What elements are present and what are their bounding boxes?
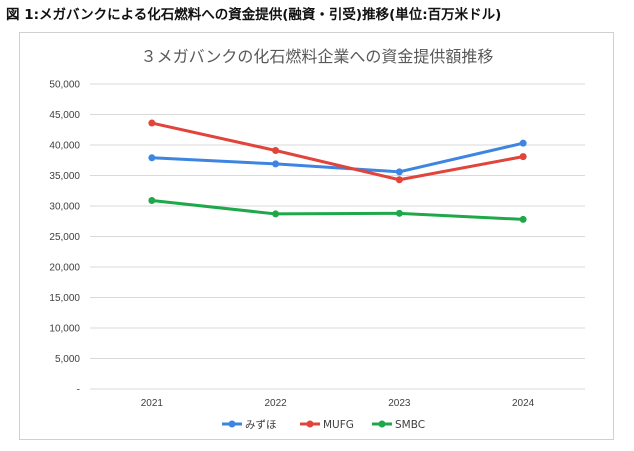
x-tick-label: 2021	[141, 398, 164, 409]
series-lines	[148, 119, 527, 223]
y-tick-label: 35,000	[49, 171, 80, 182]
chart-title: ３メガバンクの化石燃料企業への資金提供額推移	[141, 47, 494, 66]
data-point	[395, 209, 403, 217]
data-point	[272, 210, 280, 218]
series-line	[150, 199, 525, 221]
figure-caption: 図 1:メガバンクによる化石燃料への資金提供(融資・引受)推移(単位:百万米ドル…	[6, 7, 502, 23]
data-point	[519, 215, 527, 223]
data-point	[519, 139, 527, 147]
y-tick-label: 10,000	[49, 324, 80, 335]
data-point	[395, 176, 403, 184]
x-tick-label: 2024	[512, 398, 535, 409]
data-point	[519, 153, 527, 161]
data-point	[272, 160, 280, 168]
series-line	[150, 141, 525, 174]
data-point	[148, 154, 156, 162]
y-tick-label: 15,000	[49, 293, 80, 304]
legend-swatch-marker	[378, 420, 386, 428]
y-tick-label: 30,000	[49, 202, 80, 213]
legend-swatch-marker	[228, 420, 236, 428]
y-tick-label: 50,000	[49, 80, 80, 91]
x-tick-label: 2023	[388, 398, 411, 409]
y-tick-label: 40,000	[49, 141, 80, 152]
x-axis-ticks: 2021 2022 2023 2024	[141, 398, 535, 409]
y-tick-label: 20,000	[49, 263, 80, 274]
legend: みずほ MUFG SMBC	[222, 419, 425, 431]
legend-label: みずほ	[245, 419, 277, 431]
y-tick-label: 25,000	[49, 232, 80, 243]
y-tick-label: -	[77, 385, 80, 396]
y-tick-label: 45,000	[49, 110, 80, 121]
series-line	[150, 121, 525, 182]
data-point	[272, 146, 280, 154]
data-point	[148, 197, 156, 205]
data-point	[395, 168, 403, 176]
legend-swatch-marker	[306, 420, 314, 428]
grid-lines	[90, 83, 585, 390]
legend-label: SMBC	[395, 419, 425, 431]
x-tick-label: 2022	[265, 398, 288, 409]
y-tick-label: 5,000	[55, 354, 80, 365]
legend-label: MUFG	[323, 419, 354, 431]
data-point	[148, 119, 156, 127]
y-axis-ticks: - 5,000 10,000 15,000 20,000 25,000 30,000 35,0…	[49, 80, 80, 396]
